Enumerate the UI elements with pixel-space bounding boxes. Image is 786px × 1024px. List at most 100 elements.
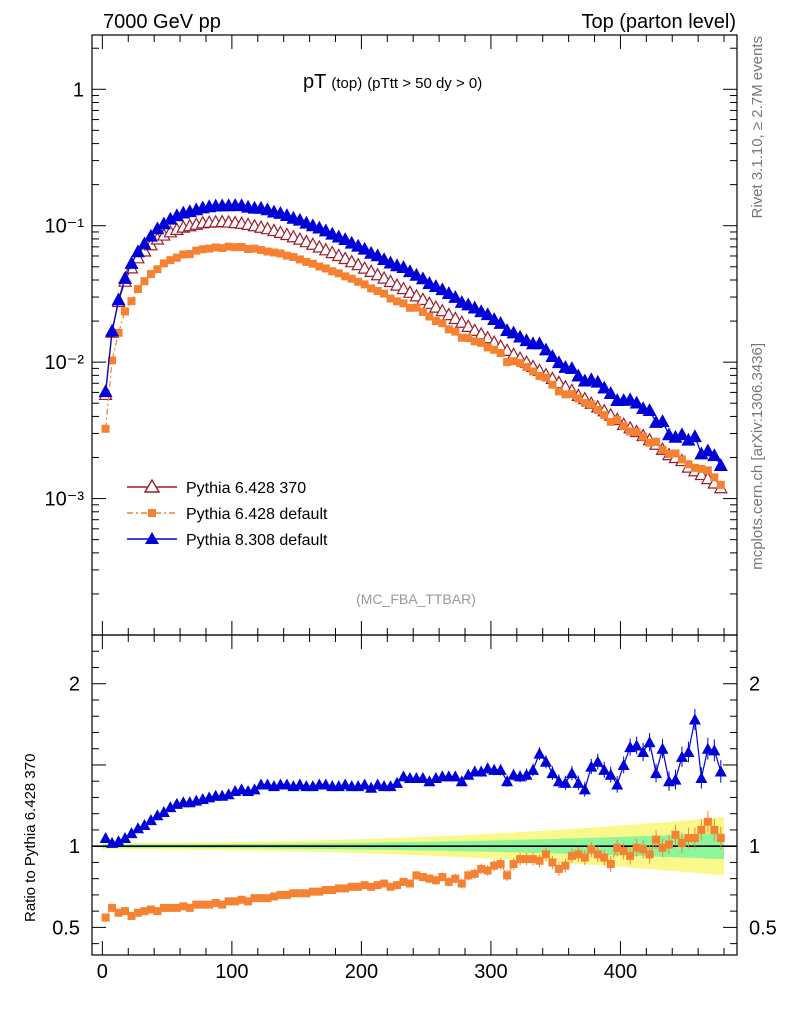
main-panel: 110⁻¹10⁻²10⁻³ pT (top) (pTtt > 50 dy > 0) … <box>45 34 738 636</box>
data-point-square <box>269 248 278 257</box>
plot-title-sub: (top) <box>331 75 362 92</box>
ratio-point-square <box>341 884 350 893</box>
ratio-point-triangle <box>714 765 727 777</box>
ratio-point-square <box>574 850 583 859</box>
data-point-square <box>321 264 330 273</box>
data-point-square <box>231 243 240 252</box>
ratio-point-square <box>645 850 654 859</box>
ratio-point-square <box>140 907 149 916</box>
data-point-square <box>367 284 376 293</box>
ratio-point-square <box>509 860 518 869</box>
ratio-point-square <box>613 843 622 852</box>
ratio-point-square <box>626 851 635 860</box>
ratio-point-square <box>431 876 440 885</box>
data-point-square <box>263 247 272 256</box>
ratio-point-square <box>548 858 557 867</box>
data-point-square <box>677 455 686 464</box>
ratio-point-square <box>205 900 214 909</box>
ratio-point-square <box>405 879 414 888</box>
data-point-square <box>114 328 123 337</box>
data-point-triangle <box>118 271 133 284</box>
data-point-square <box>626 427 635 436</box>
ratio-point-square <box>114 908 123 917</box>
legend-entry-pythia8-default: Pythia 8.308 default <box>127 532 328 549</box>
data-point-square <box>561 390 570 399</box>
data-point-square <box>108 356 117 365</box>
ratio-point-triangle <box>151 809 164 821</box>
legend-label-pythia6-370: Pythia 6.428 370 <box>186 480 306 497</box>
data-point-square <box>529 367 538 376</box>
data-point-square <box>282 251 291 260</box>
data-point-triangle <box>551 355 566 369</box>
data-point-square <box>341 272 350 281</box>
ratio-point-square <box>522 855 531 864</box>
data-point-square <box>224 242 233 251</box>
ratio-point-triangle <box>391 776 404 788</box>
data-point-square <box>490 345 499 354</box>
ratio-point-triangle <box>559 776 572 788</box>
data-point-square <box>710 473 719 482</box>
data-point-triangle <box>448 290 463 303</box>
data-point-square <box>250 244 259 253</box>
ratio-point-triangle <box>565 767 578 779</box>
data-point-square <box>697 464 706 473</box>
ratio-point-square <box>593 850 602 859</box>
data-point-open-triangle <box>402 285 417 298</box>
data-point-square <box>308 259 317 268</box>
data-point-square <box>211 243 220 252</box>
data-point-square <box>418 307 427 316</box>
data-point-square <box>451 327 460 336</box>
data-point-triangle <box>402 264 417 278</box>
data-point-square <box>146 270 155 279</box>
ratio-y-axis: 0.5 0.5 1 1 2 2 <box>52 650 777 945</box>
ratio-point-square <box>354 882 363 891</box>
data-point-triangle <box>105 323 120 337</box>
ratio-point-square <box>703 817 712 826</box>
x-tick-label: 100 <box>215 961 248 983</box>
data-point-triangle <box>571 368 586 382</box>
data-point-square <box>354 277 363 286</box>
ratio-point-square <box>321 886 330 895</box>
ratio-point-square <box>308 887 317 896</box>
data-point-open-triangle <box>448 311 463 325</box>
data-point-open-triangle <box>390 277 405 291</box>
y-tick-label: 10⁻³ <box>45 489 85 511</box>
ratio-point-triangle <box>125 827 138 839</box>
ratio-point-square <box>347 882 356 891</box>
ratio-point-square <box>334 884 343 893</box>
plot-title: pT (top) (pTtt > 50 dy > 0) <box>303 71 482 93</box>
data-point-square <box>671 449 680 458</box>
data-point-triangle <box>441 286 456 300</box>
ratio-point-square <box>535 856 544 865</box>
data-point-triangle <box>590 374 605 388</box>
analysis-label: (MC_FBA_TTBAR) <box>356 591 476 607</box>
data-point-square <box>632 428 641 437</box>
ratio-point-triangle <box>164 801 177 813</box>
ratio-point-triangle <box>222 788 235 800</box>
ratio-point-square <box>516 855 525 864</box>
data-point-square <box>153 265 162 274</box>
ratio-point-square <box>477 864 486 873</box>
data-point-square <box>172 253 181 262</box>
data-point-triangle <box>493 316 508 329</box>
data-point-square <box>237 243 246 252</box>
data-point-square <box>289 253 298 262</box>
data-point-square <box>554 387 563 396</box>
data-point-triangle <box>603 386 618 399</box>
data-point-triangle <box>655 414 670 427</box>
ratio-point-triangle <box>637 745 650 757</box>
main-plot-area <box>98 198 728 494</box>
ratio-point-square <box>697 825 706 834</box>
ratio-point-triangle <box>520 768 533 780</box>
ratio-panel: 0.5 0.5 1 1 2 2 0 100 200 300 400 Ratio to Pythia… <box>22 35 777 983</box>
ratio-point-square <box>276 890 285 899</box>
ratio-point-square <box>470 869 479 878</box>
data-point-triangle <box>111 292 126 306</box>
ratio-point-triangle <box>604 768 617 780</box>
plot-title-main: pT <box>303 71 326 93</box>
ratio-point-square <box>652 835 661 844</box>
data-point-open-triangle <box>422 296 437 309</box>
data-point-square <box>567 390 576 399</box>
ratio-point-triangle <box>578 783 591 795</box>
ratio-point-square <box>185 903 194 912</box>
